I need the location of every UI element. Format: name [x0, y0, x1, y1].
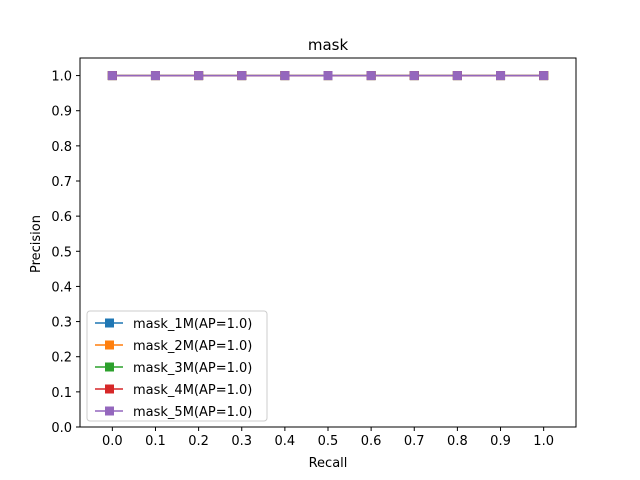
x-tick-label: 0.8 — [447, 434, 468, 449]
legend-entry: mask_5M(AP=1.0) — [95, 405, 252, 420]
x-axis-label: Recall — [309, 456, 348, 471]
chart-title: mask — [308, 36, 349, 54]
y-tick-label: 0.3 — [51, 316, 72, 331]
axis-ticks: 0.0 0.1 0.2 0.3 0.4 0.5 0.6 0.7 0.8 0.9 1.0 0.0 0.1 0… — [51, 70, 554, 449]
data-point — [107, 71, 117, 81]
y-tick-label: 0.2 — [51, 351, 72, 366]
y-tick-label: 1.0 — [51, 70, 72, 85]
data-point — [150, 71, 160, 81]
x-tick-label: 0.6 — [361, 434, 382, 449]
legend-label: mask_2M(AP=1.0) — [133, 339, 252, 354]
legend-marker — [105, 362, 114, 372]
legend-box — [86, 310, 268, 422]
y-tick-label: 0.1 — [51, 386, 72, 401]
y-tick-label: 0.8 — [51, 140, 72, 155]
legend-label: mask_4M(AP=1.0) — [133, 383, 252, 398]
legend-entry: mask_1M(AP=1.0) — [95, 317, 252, 332]
x-tick-label: 1.0 — [533, 434, 554, 449]
legend-label: mask_5M(AP=1.0) — [133, 405, 252, 420]
legend-entry: mask_4M(AP=1.0) — [95, 383, 252, 398]
legend-marker — [105, 340, 114, 350]
y-tick-label: 0.0 — [51, 421, 72, 436]
data-point — [409, 71, 419, 81]
y-axis-label: Precision — [29, 215, 44, 273]
legend: mask_1M(AP=1.0) mask_2M(AP=1.0) mask_3M(AP… — [86, 310, 268, 422]
x-tick-label: 0.2 — [188, 434, 209, 449]
data-point — [452, 71, 462, 81]
data-point — [280, 71, 290, 81]
x-tick-label: 0.5 — [318, 434, 339, 449]
data-point — [323, 71, 333, 81]
legend-entry: mask_2M(AP=1.0) — [95, 339, 252, 354]
legend-label: mask_3M(AP=1.0) — [133, 361, 252, 376]
legend-marker — [105, 384, 114, 394]
y-tick-label: 0.5 — [51, 245, 72, 260]
x-tick-label: 0.9 — [490, 434, 511, 449]
x-tick-label: 0.4 — [275, 434, 296, 449]
series-mask_5M(AP=1.0) — [107, 71, 549, 81]
x-tick-label: 0.7 — [404, 434, 425, 449]
x-tick-label: 0.0 — [102, 434, 123, 449]
data-point — [496, 71, 506, 81]
legend-marker — [105, 406, 114, 416]
y-tick-label: 0.7 — [51, 175, 72, 190]
legend-entry: mask_3M(AP=1.0) — [95, 361, 252, 376]
y-tick-label: 0.4 — [51, 280, 72, 295]
series-lines — [107, 71, 549, 81]
y-tick-label: 0.9 — [51, 105, 72, 120]
x-tick-label: 0.3 — [231, 434, 252, 449]
data-point — [194, 71, 204, 81]
y-tick-label: 0.6 — [51, 210, 72, 225]
legend-marker — [105, 318, 114, 328]
data-point — [366, 71, 376, 81]
data-point — [237, 71, 247, 81]
x-tick-label: 0.1 — [145, 434, 166, 449]
legend-label: mask_1M(AP=1.0) — [133, 317, 252, 332]
data-point — [539, 71, 549, 81]
